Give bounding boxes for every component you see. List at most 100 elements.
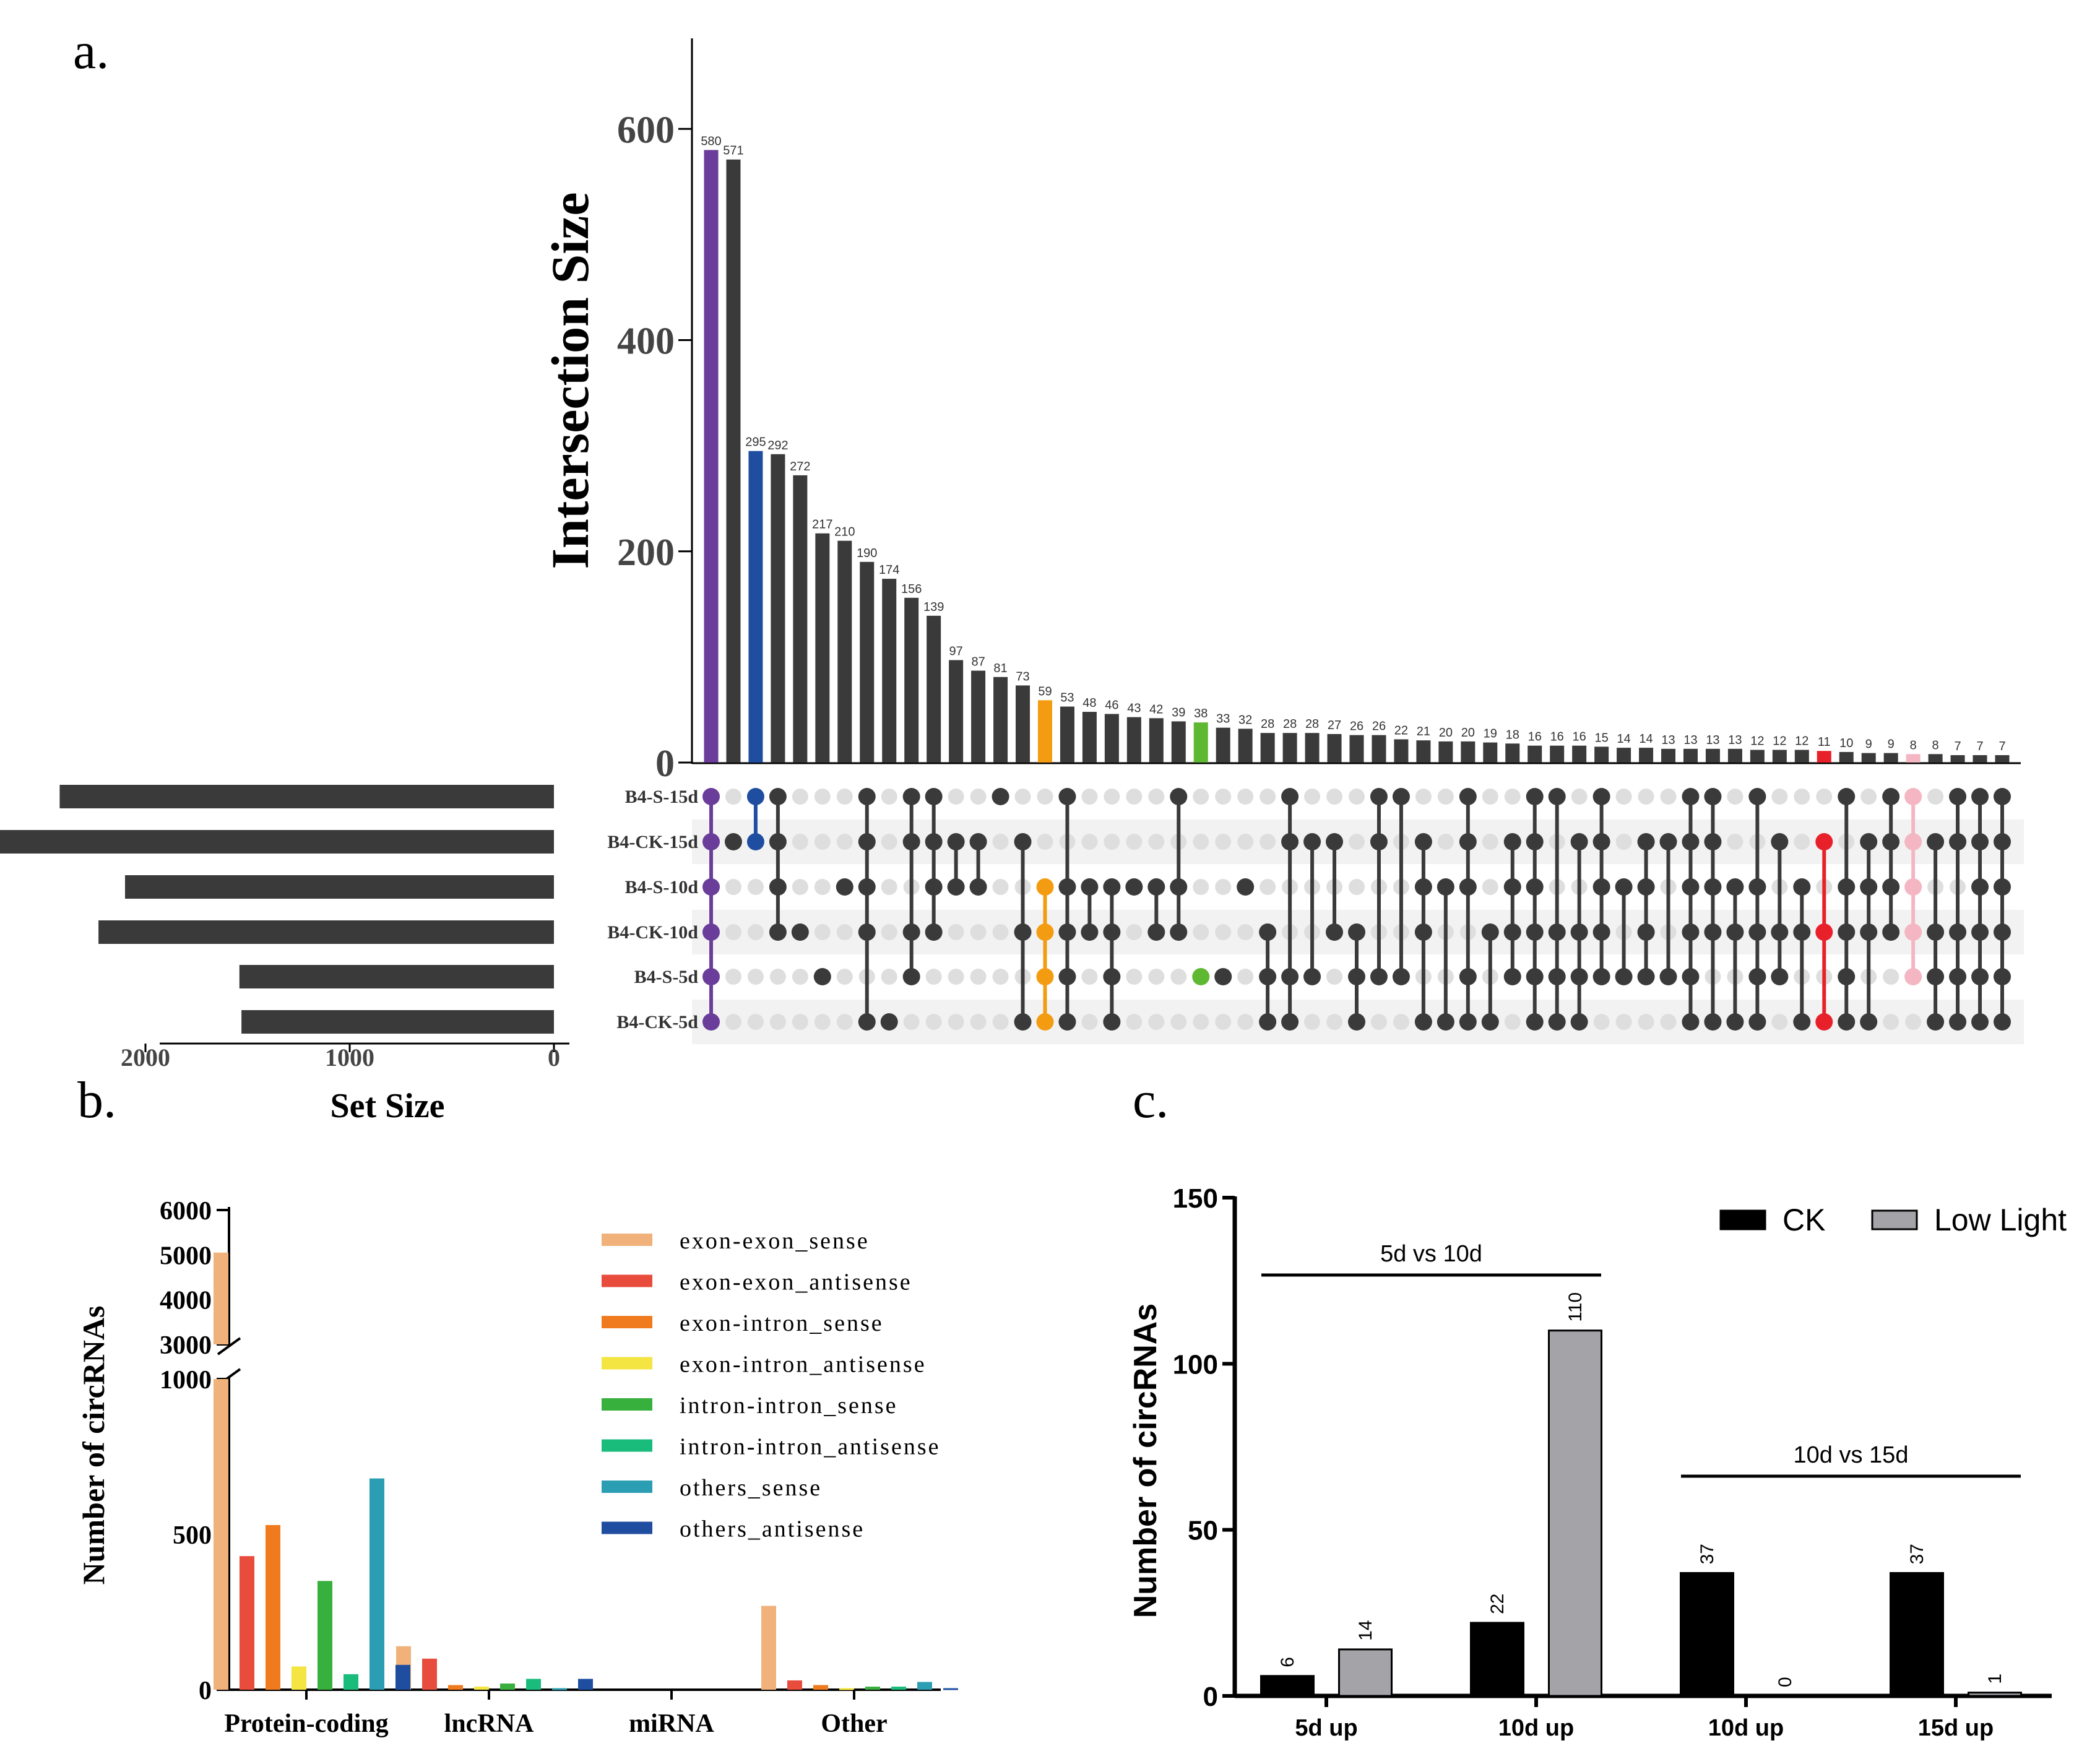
matrix-dot-filled [1526,833,1544,850]
matrix-dot-filled [1459,968,1477,985]
bar [552,1688,567,1690]
matrix-dot-filled [1592,923,1610,941]
matrix-dot-empty [747,879,764,895]
matrix-dot-empty [1081,834,1098,850]
bar-value-label: 7 [1998,740,2005,753]
matrix-dot-filled [902,788,920,805]
matrix-dot-filled [902,833,920,850]
intersection-bar [1883,753,1898,763]
matrix-dot-filled [1704,833,1722,850]
intersection-bar [993,677,1008,763]
matrix-dot-filled [769,878,787,896]
matrix-dot-filled [1392,788,1410,805]
matrix-dot-filled [1170,788,1188,805]
bar-value-label: 26 [1372,720,1386,733]
intersection-bar [1594,746,1609,763]
matrix-dot-filled [1637,878,1655,896]
intersection-bar [1216,727,1230,763]
matrix-dot-empty [992,969,1009,985]
matrix-dot-empty [970,969,987,985]
matrix-dot-filled [1971,788,1989,805]
matrix-dot-empty [1037,834,1053,850]
matrix-dot-filled [1971,833,1989,850]
set-label: B4-S-5d [634,967,699,987]
bar-value-label: 14 [1617,732,1630,746]
legend-swatch [602,1439,652,1452]
bar [318,1581,332,1690]
matrix-dot-empty [1615,834,1632,850]
matrix-dot-filled [1704,1013,1722,1031]
bar [1260,1675,1315,1697]
intersection-bar [1416,740,1431,763]
matrix-dot-filled [1348,968,1365,985]
matrix-dot-filled [1637,833,1655,850]
bar [500,1683,515,1690]
bar [1758,1695,1812,1698]
matrix-dot-empty [881,879,897,895]
matrix-dot-filled [1014,833,1032,850]
matrix-dot-filled [1437,1013,1454,1031]
matrix-dot-filled [1882,923,1900,941]
set-size-bar [0,830,554,854]
bar [839,1688,854,1690]
set-label: B4-S-10d [625,877,699,897]
matrix-dot-filled [1237,878,1255,896]
bar [214,1379,228,1690]
bar-value-label: 38 [1194,707,1208,720]
matrix-dot-filled [1793,878,1811,896]
matrix-dot-empty [1215,789,1232,805]
matrix-dot-filled [1503,878,1521,896]
bar-value-label: 11 [1818,735,1831,749]
matrix-dot-filled [702,833,720,850]
bar-value-label: 46 [1105,699,1118,712]
bar-value-label: 292 [767,439,788,452]
y-axis-title: Number of circRNAs [1128,1304,1164,1619]
intersection-bar [882,579,897,763]
matrix-dot-filled [1281,1013,1299,1031]
x-tick-label: lncRNA [444,1710,534,1738]
matrix-dot-empty [814,924,831,940]
matrix-dot-filled [1748,1013,1766,1031]
matrix-dot-filled [1949,1013,1967,1031]
bar-value-label: 571 [723,144,743,158]
panel-label-b: b. [77,1071,116,1129]
matrix-dot-filled [1548,788,1566,805]
matrix-dot-filled [1103,923,1121,941]
matrix-dot-filled [1838,878,1856,896]
bar-value-label: 14 [1639,732,1653,746]
bar-value-label: 8 [1932,738,1939,752]
intersection-bar [815,533,830,763]
y-tick-label: 5000 [160,1242,212,1270]
matrix-dot-empty [814,834,831,850]
matrix-dot-filled [791,923,809,941]
matrix-dot-filled [1526,878,1544,896]
matrix-dot-empty [1126,1014,1143,1030]
bar-value-label: 580 [701,134,721,148]
matrix-dot-filled [1860,923,1878,941]
intersection-bar [1104,714,1119,763]
matrix-dot-empty [792,834,808,850]
set-size-tick-label: 1000 [325,1044,374,1071]
matrix-dot-filled [1815,833,1833,850]
x-tick-label: 10d up [1498,1715,1574,1741]
matrix-dot-filled [858,1013,876,1031]
y-tick-label: 500 [173,1521,212,1550]
intersection-bar [1572,745,1587,763]
matrix-dot-filled [1103,968,1121,985]
matrix-dot-empty [948,924,964,940]
matrix-dot-empty [814,1014,831,1030]
bar-value-label: 16 [1550,730,1564,744]
differential-circrna-chart: 0 50 100 150 Number of circRNAs 6 22 37 37 14 110 0… [1128,1183,2067,1741]
matrix-dot-filled [858,788,876,805]
intersection-bar [1683,748,1698,763]
legend-label: Low Light [1934,1203,2067,1237]
axis-break-mark [217,1337,241,1355]
matrix-dot-empty [925,969,942,985]
matrix-dot-empty [1126,969,1143,985]
matrix-dot-filled [1259,1013,1277,1031]
panel-label-c: c. [1133,1071,1169,1129]
matrix-dot-empty [1304,1014,1321,1030]
matrix-dot-filled [1592,878,1610,896]
matrix-dot-empty [792,789,808,805]
